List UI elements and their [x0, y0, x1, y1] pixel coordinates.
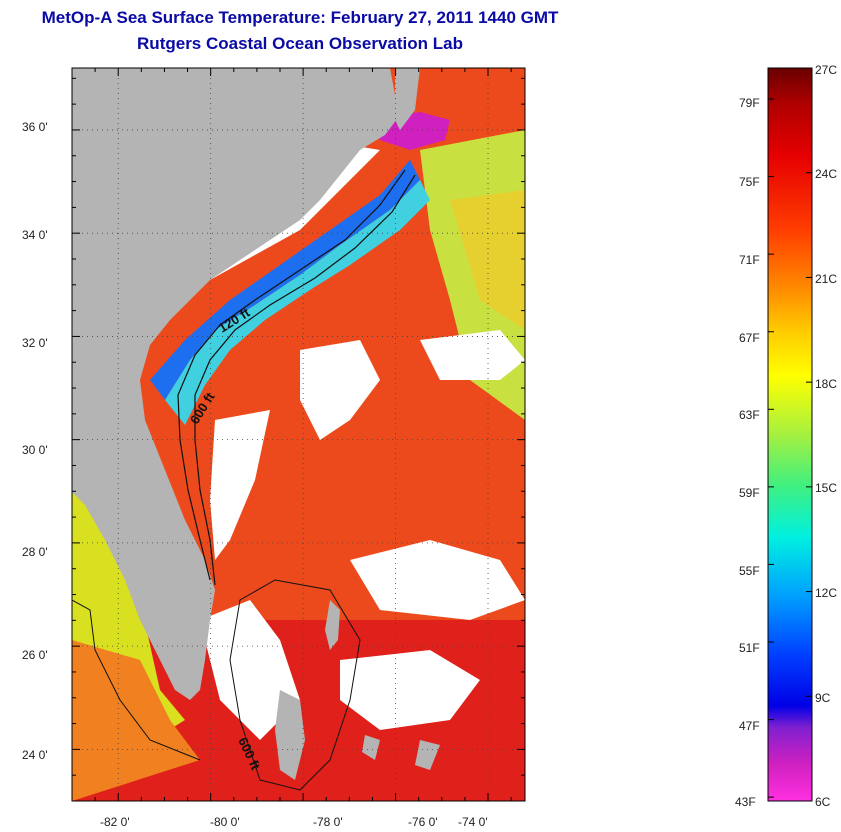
colorbar-fahrenheit-label: 79F — [739, 96, 760, 110]
depth-contour-gulf — [72, 599, 201, 761]
lon-label: -78 0' — [313, 815, 343, 829]
depth-contour-600ft — [194, 174, 416, 586]
lat-label: 36 0' — [22, 120, 48, 134]
depth-contour-120ft — [177, 169, 406, 581]
lon-label: -82 0' — [100, 815, 130, 829]
lat-label: 34 0' — [22, 228, 48, 242]
colorbar-celsius-label: 27C — [815, 63, 837, 77]
colorbar: 27C 24C 21C 18C 15C 12C 9C 6C 79F 75F 71… — [735, 63, 837, 809]
island-bahamas — [325, 600, 340, 650]
colorbar-fahrenheit-label: 43F — [735, 795, 756, 809]
lat-label: 30 0' — [22, 443, 48, 457]
lat-label: 26 0' — [22, 648, 48, 662]
colorbar-fahrenheit-label: 51F — [739, 641, 760, 655]
island-bahamas — [275, 690, 305, 780]
map-subtitle: Rutgers Coastal Ocean Observation Lab — [137, 34, 463, 53]
colorbar-fahrenheit-label: 59F — [739, 486, 760, 500]
cloud-patch — [200, 600, 300, 740]
colorbar-fahrenheit-label: 63F — [739, 408, 760, 422]
map-frame — [71, 67, 526, 802]
shelf-mid-water — [165, 180, 430, 425]
lon-label: -80 0' — [210, 815, 240, 829]
lat-label: 32 0' — [22, 336, 48, 350]
map-title: MetOp-A Sea Surface Temperature: Februar… — [41, 8, 559, 27]
cloud-patch — [420, 330, 525, 380]
lat-label: 24 0' — [22, 748, 48, 762]
colorbar-celsius-label: 15C — [815, 481, 837, 495]
lat-label: 28 0' — [22, 545, 48, 559]
colorbar-celsius-label: 21C — [815, 272, 837, 286]
lon-label: -74 0' — [458, 815, 488, 829]
island-bahamas — [362, 735, 380, 760]
colorbar-celsius-label: 24C — [815, 167, 837, 181]
lon-label: -76 0' — [408, 815, 438, 829]
colorbar-celsius-label: 6C — [815, 795, 831, 809]
depth-contour-bahamas — [229, 579, 361, 791]
offshore-warm-filament — [450, 190, 525, 330]
colorbar-fahrenheit-label: 55F — [739, 564, 760, 578]
land-outer-banks — [395, 68, 420, 130]
island-bahamas — [415, 740, 440, 770]
cloud-patch — [340, 650, 480, 730]
colorbar-celsius-label: 12C — [815, 586, 837, 600]
colorbar-celsius-label: 18C — [815, 377, 837, 391]
cloud-patch — [210, 410, 270, 560]
colorbar-fahrenheit-label: 75F — [739, 175, 760, 189]
colorbar-fahrenheit-label: 47F — [739, 719, 760, 733]
colorbar-celsius-label: 9C — [815, 691, 831, 705]
cloud-patch — [350, 540, 525, 620]
cloud-patch — [300, 340, 380, 440]
land-southeast-us — [72, 68, 400, 700]
colorbar-gradient — [767, 67, 813, 802]
gulf-warm-water — [72, 640, 200, 801]
colorbar-fahrenheit-label: 67F — [739, 331, 760, 345]
colorbar-fahrenheit-label: 71F — [739, 253, 760, 267]
